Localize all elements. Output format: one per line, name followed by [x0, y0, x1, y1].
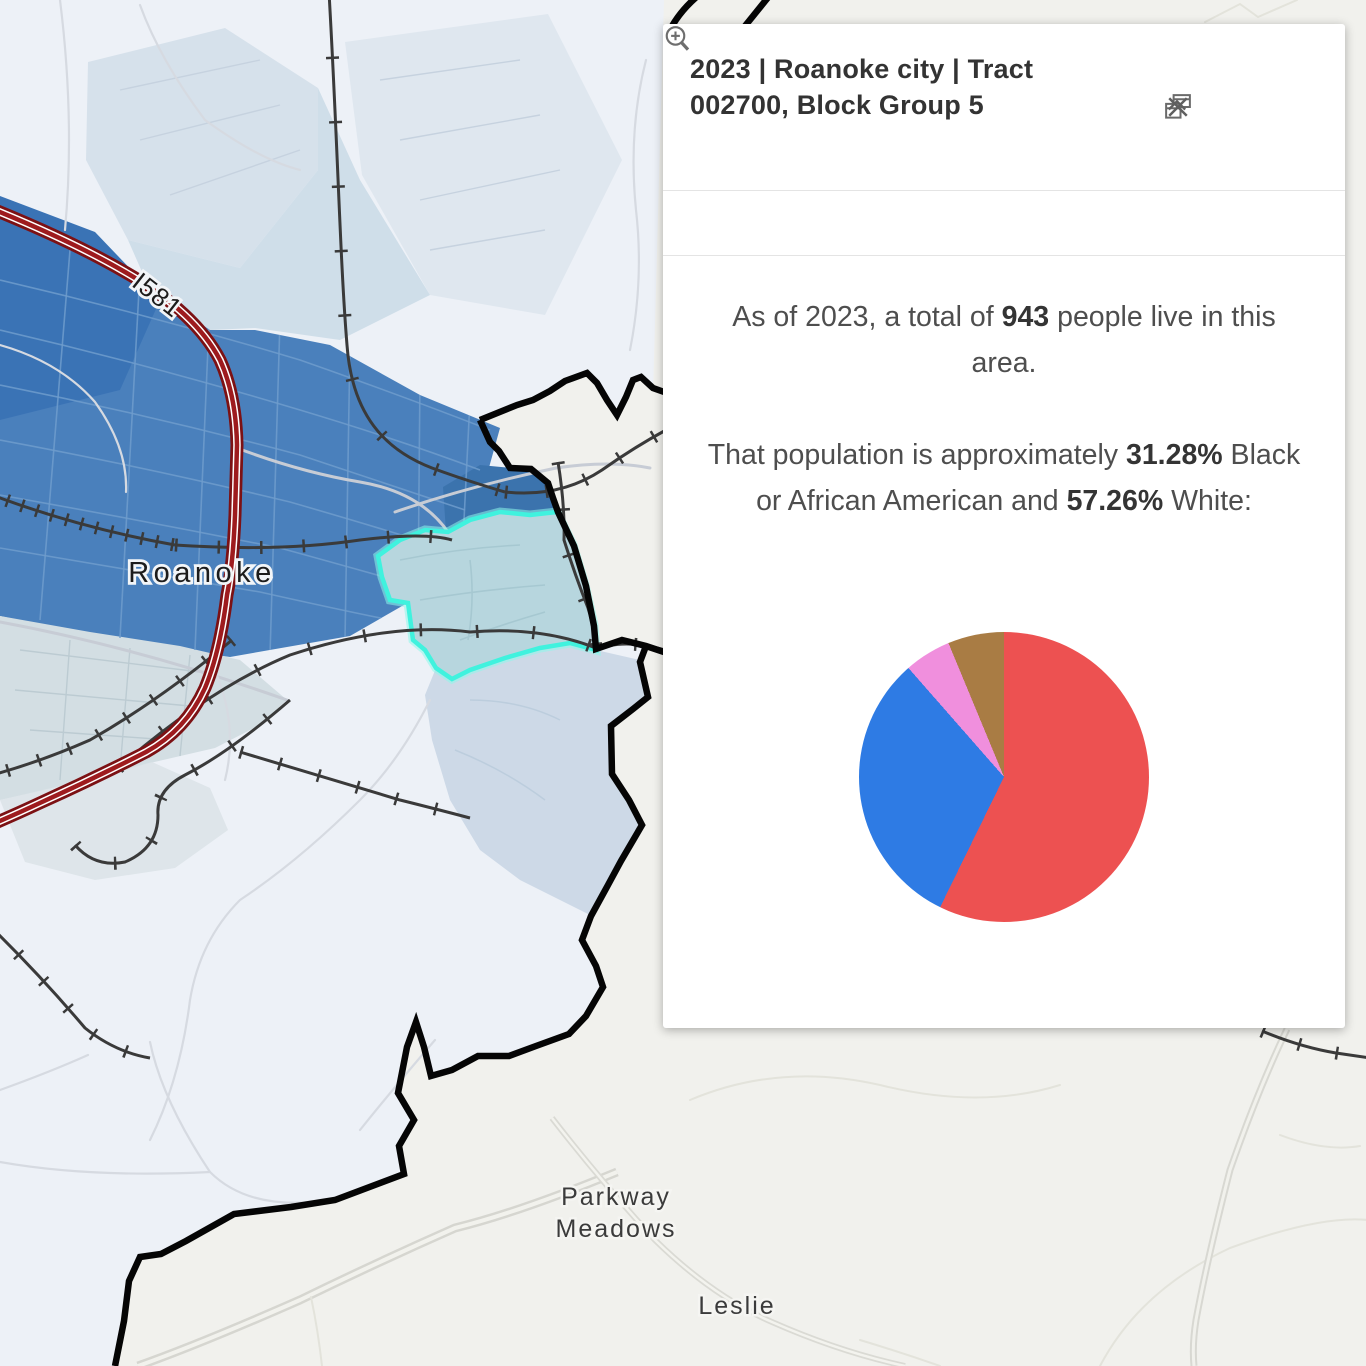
popup-toolbar [663, 26, 1345, 256]
population-count: 943 [1001, 301, 1050, 333]
popup-header: 2023 | Roanoke city | Tract 002700, Bloc… [663, 24, 1345, 191]
tract-pale-ne-2 [345, 14, 622, 315]
population-text-prefix: As of 2023, a total of [732, 301, 1002, 333]
population-text-suffix: people live in this area. [971, 301, 1276, 380]
race-text-prefix: That population is approximately [707, 439, 1126, 472]
tract-pale-mid [128, 88, 430, 340]
tract-lightblue-se [425, 643, 648, 915]
tract-blue-dark [0, 196, 160, 420]
leslie-label: Leslie [698, 1292, 775, 1320]
black-percentage: 31.28% [1125, 439, 1223, 472]
chevron-up-icon [1168, 99, 1186, 111]
race-summary: That population is approximately 31.28% … [707, 432, 1301, 524]
white-percentage: 57.26% [1066, 485, 1164, 518]
x-icon [1168, 97, 1188, 117]
highway-i581 [0, 205, 244, 828]
population-summary: As of 2023, a total of 943 people live i… [707, 294, 1301, 386]
parkway-meadows-label-line2: Meadows [556, 1215, 677, 1243]
close-button[interactable] [1168, 92, 1311, 117]
popup-actions [1163, 92, 1311, 119]
parkway-meadows-label-line1: Parkway [561, 1183, 671, 1211]
popup-panel: 2023 | Roanoke city | Tract 002700, Bloc… [663, 24, 1345, 1028]
pie-chart [859, 632, 1149, 922]
se-tract-streets [454, 699, 561, 801]
zoom-to-button[interactable] [665, 26, 699, 227]
city-label: Roanoke [128, 557, 276, 589]
popup-title: 2023 | Roanoke city | Tract 002700, Bloc… [690, 54, 1034, 120]
race-text-suffix: White: [1163, 485, 1252, 518]
tract-pale-ne-1 [86, 28, 318, 268]
magnifier-plus-icon [665, 26, 690, 51]
popup-content: As of 2023, a total of 943 people live i… [663, 256, 1345, 922]
selected-block-group[interactable] [373, 507, 601, 685]
race-text-mid: Black or African American and [756, 439, 1301, 518]
collapse-button[interactable] [1168, 92, 1241, 111]
outside-city-notch [480, 373, 667, 653]
